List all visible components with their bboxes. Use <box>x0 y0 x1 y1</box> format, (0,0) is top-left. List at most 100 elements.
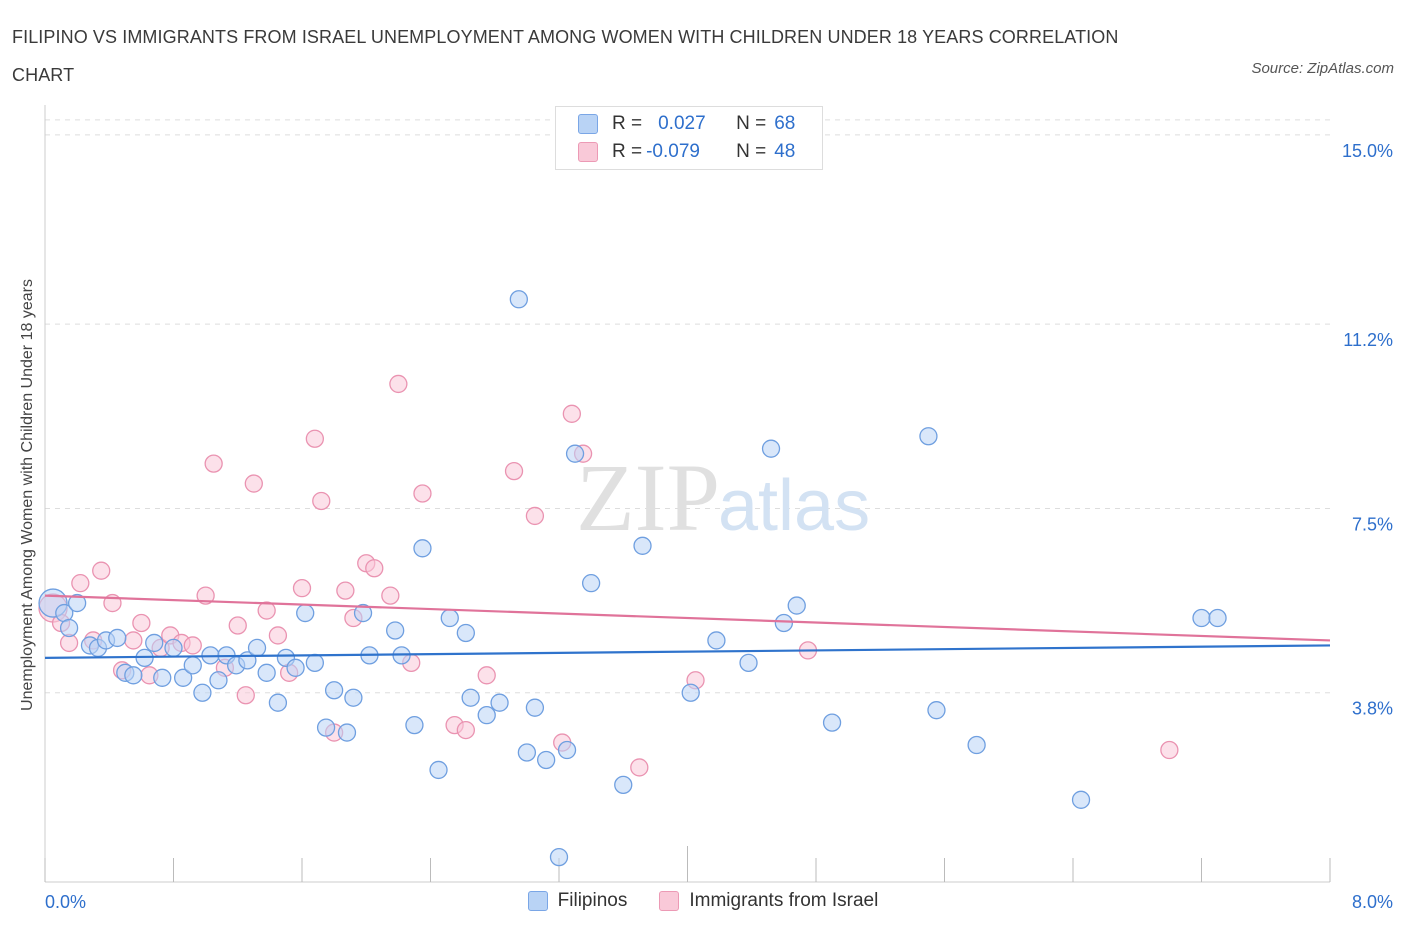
watermark-zip: ZIP <box>576 444 720 551</box>
trend-lines <box>44 594 1331 659</box>
legend-row-israel: R = -0.079 N = 48 <box>578 140 795 164</box>
filipinos-point <box>337 723 357 742</box>
y-tick-label: 3.8% <box>1352 699 1393 719</box>
filipinos-point <box>386 621 405 640</box>
israel-point <box>92 561 111 580</box>
filipinos-point <box>247 638 267 658</box>
filipinos-point <box>456 623 475 643</box>
filipinos-point <box>1208 608 1227 628</box>
filipinos-point <box>413 539 432 558</box>
israel-point <box>268 626 288 645</box>
israel-point <box>305 429 325 448</box>
filipinos-point <box>305 653 325 673</box>
filipinos-point <box>173 668 193 687</box>
filipinos-point <box>477 705 496 725</box>
filipinos-point <box>927 701 946 720</box>
bottom-legend-label-israel: Immigrants from Israel <box>689 890 879 911</box>
filipinos-point <box>707 631 726 650</box>
israel-trend-line <box>44 594 1331 642</box>
israel-point <box>244 474 263 493</box>
filipinos-point <box>124 666 143 685</box>
chart-title: FILIPINO VS IMMIGRANTS FROM ISRAEL UNEMP… <box>12 27 1119 85</box>
legend-r-value-filipinos: 0.027 <box>658 113 706 134</box>
filipinos-point <box>316 718 336 737</box>
legend-r-value-israel: -0.079 <box>646 141 700 162</box>
israel-point <box>525 506 545 526</box>
israel-point <box>336 581 355 600</box>
filipinos-point <box>440 608 459 628</box>
filipinos-point <box>296 603 315 623</box>
bottom-legend-swatch-israel <box>659 891 680 911</box>
filipinos-point <box>490 693 509 712</box>
israel-point <box>312 491 331 511</box>
filipinos-point <box>268 693 288 712</box>
israel-point <box>413 484 432 503</box>
filipinos-point <box>1192 608 1211 628</box>
filipinos-point <box>405 715 424 735</box>
israel-points <box>38 374 1179 777</box>
legend-box: R = 0.027 N = 68 R = -0.079 N = 48 <box>555 106 823 170</box>
bottom-legend-filipinos: Filipinos <box>527 890 628 912</box>
israel-point <box>257 601 276 620</box>
filipinos-point <box>633 536 652 555</box>
bottom-legend-label-filipinos: Filipinos <box>557 890 628 911</box>
filipinos-point <box>1071 790 1091 809</box>
filipinos-point <box>739 653 758 673</box>
israel-point <box>71 574 90 593</box>
filipinos-point <box>509 290 528 309</box>
israel-point <box>292 578 312 598</box>
source-label: Source: ZipAtlas.com <box>1251 60 1394 77</box>
israel-point <box>562 404 581 423</box>
filipinos-point <box>324 681 344 700</box>
filipinos-point <box>353 603 373 623</box>
filipinos-point <box>286 658 305 677</box>
filipinos-point <box>681 683 700 702</box>
filipinos-point <box>145 633 164 653</box>
israel-point <box>196 586 215 605</box>
filipinos-point <box>549 847 569 867</box>
y-tick-label: 11.2% <box>1343 330 1393 350</box>
filipinos-point <box>183 656 202 675</box>
filipinos-point <box>967 735 986 755</box>
israel-point <box>381 586 400 605</box>
israel-point <box>228 616 247 635</box>
filipinos-point <box>344 688 363 707</box>
grid-lines <box>45 119 1330 694</box>
filipinos-points <box>38 290 1227 867</box>
filipinos-point <box>209 671 228 690</box>
legend-swatch-filipinos <box>578 114 598 134</box>
filipinos-point <box>565 444 585 463</box>
filipinos-trend-line <box>44 644 1331 659</box>
legend-row-filipinos: R = 0.027 N = 68 <box>578 112 795 136</box>
filipinos-point <box>108 628 127 648</box>
israel-point <box>456 720 475 740</box>
filipinos-point <box>193 683 212 702</box>
legend-r-label: R = <box>612 141 643 162</box>
legend-n-value-filipinos: 68 <box>774 113 796 134</box>
israel-point <box>1160 740 1179 760</box>
israel-point <box>236 686 255 705</box>
legend-swatch-israel <box>578 142 598 162</box>
israel-point <box>389 374 408 394</box>
israel-point <box>124 631 143 650</box>
y-tick-label: 15.0% <box>1342 141 1393 161</box>
filipinos-point <box>787 596 806 615</box>
legend-r-label: R = <box>612 113 643 134</box>
x-tick-label: 0.0% <box>45 892 86 912</box>
filipinos-point <box>557 740 577 760</box>
filipinos-point <box>537 750 556 770</box>
filipinos-point <box>67 593 87 613</box>
israel-point <box>504 461 524 481</box>
bottom-legend-swatch-filipinos <box>527 891 548 911</box>
filipinos-point <box>581 574 601 593</box>
y-tick-label: 7.5% <box>1352 514 1393 534</box>
filipinos-point <box>429 760 448 780</box>
israel-point <box>477 666 496 685</box>
filipinos-point <box>525 698 545 717</box>
filipinos-point <box>614 775 633 795</box>
israel-point <box>132 613 151 633</box>
filipinos-point <box>59 618 79 638</box>
legend-n-label: N = <box>736 141 767 162</box>
bottom-legend: Filipinos Immigrants from Israel <box>0 890 1406 912</box>
